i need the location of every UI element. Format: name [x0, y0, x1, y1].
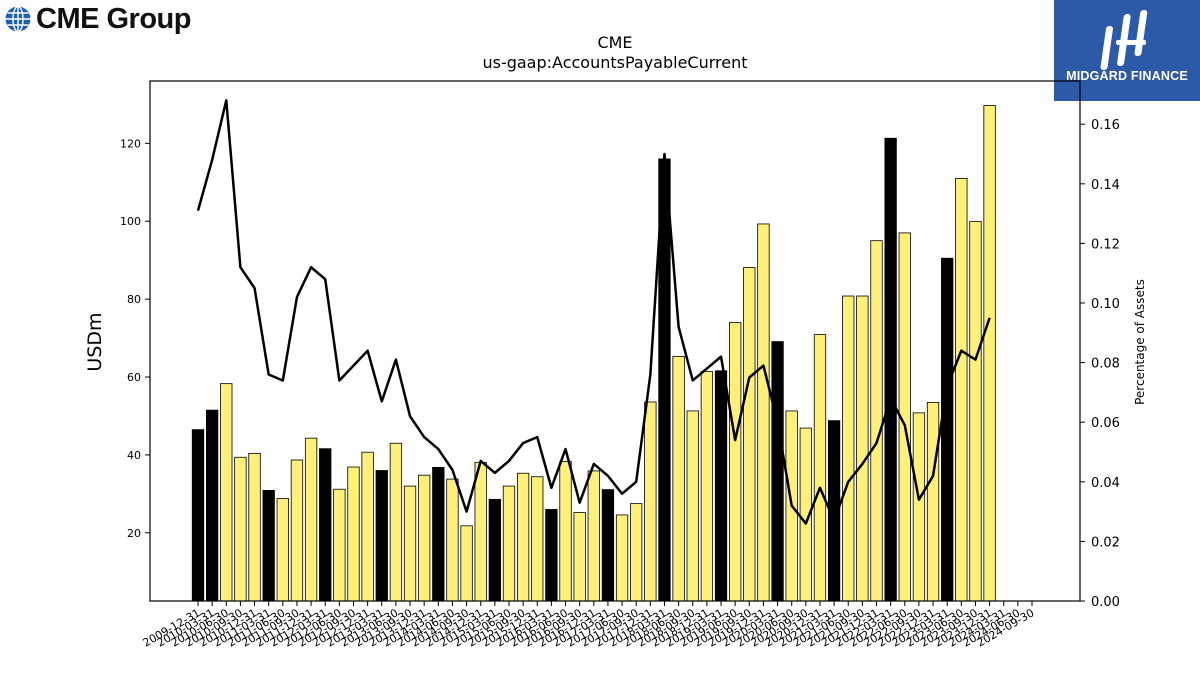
bar	[941, 257, 954, 602]
y2-axis-label: Percentage of Assets	[1133, 279, 1147, 405]
bar	[531, 476, 544, 602]
bar	[446, 478, 459, 602]
bar	[672, 355, 685, 602]
y-tick-label: 40	[127, 449, 141, 462]
bar	[347, 466, 360, 602]
bar	[955, 177, 968, 602]
bar	[912, 412, 926, 602]
bar	[714, 370, 728, 602]
bar	[559, 461, 572, 602]
y2-tick-label: 0.14	[1091, 178, 1120, 193]
bar	[926, 401, 940, 602]
y2-tick-label: 0.12	[1091, 237, 1120, 252]
bar	[644, 401, 657, 602]
bar	[601, 489, 615, 602]
bar	[220, 383, 233, 602]
bar	[418, 474, 431, 602]
globe-icon	[5, 5, 31, 33]
bar	[205, 409, 219, 602]
bar	[460, 525, 473, 602]
bar	[319, 448, 332, 602]
bar	[700, 371, 714, 602]
bar	[771, 341, 784, 602]
bar	[474, 461, 487, 602]
bar	[290, 459, 304, 602]
line-series	[196, 99, 991, 525]
midgard-finance-logo-text: MIDGARD FINANCE	[1066, 69, 1188, 83]
bar	[333, 488, 346, 602]
bar	[969, 221, 982, 602]
bar	[545, 509, 558, 602]
bar	[573, 512, 586, 602]
y-tick-label: 20	[127, 527, 141, 540]
bar	[686, 410, 699, 602]
y2-tick-label: 0.00	[1091, 595, 1120, 610]
cme-group-logo-text: CME Group	[36, 2, 192, 35]
bar	[432, 466, 445, 602]
midgard-emblem-icon	[1100, 10, 1148, 70]
y-tick-label: 100	[120, 215, 141, 228]
bar	[375, 470, 388, 602]
bar	[842, 295, 855, 602]
bar	[389, 442, 403, 602]
line-percentage-of-assets	[196, 99, 991, 525]
cme-group-logo: CME Group	[4, 2, 192, 36]
bar	[729, 322, 742, 602]
bar	[502, 485, 516, 602]
y2-tick-label: 0.08	[1091, 357, 1120, 372]
midgard-finance-logo: MIDGARD FINANCE	[1054, 0, 1200, 101]
bar	[630, 503, 643, 602]
chart-title: CME	[597, 33, 633, 52]
bar	[234, 456, 247, 602]
plot-frame	[149, 80, 1081, 602]
bar	[403, 485, 417, 602]
bar	[248, 452, 261, 602]
bar	[615, 514, 629, 602]
y-tick-label: 80	[127, 293, 141, 306]
bar-series	[191, 105, 996, 602]
bar	[983, 105, 996, 602]
bar	[516, 472, 530, 602]
y2-tick-label: 0.04	[1091, 476, 1120, 491]
y2-tick-label: 0.10	[1091, 297, 1120, 312]
bar	[757, 223, 770, 602]
bar	[856, 295, 869, 602]
bar	[276, 498, 289, 602]
y-tick-label: 120	[120, 137, 141, 150]
bar	[304, 437, 318, 602]
bar	[361, 451, 374, 602]
bar	[884, 137, 897, 602]
bar	[870, 240, 883, 602]
bar	[488, 498, 502, 602]
y-axis-label: USDm	[84, 312, 106, 371]
bar	[587, 470, 600, 602]
chart-subtitle: us-gaap:AccountsPayableCurrent	[482, 53, 748, 72]
y2-tick-label: 0.16	[1091, 118, 1120, 133]
bar	[813, 334, 827, 602]
bar	[262, 489, 275, 602]
y-tick-label: 60	[127, 371, 141, 384]
y2-tick-label: 0.06	[1091, 416, 1120, 431]
y2-tick-label: 0.02	[1091, 535, 1120, 550]
bar	[191, 429, 205, 602]
bar	[743, 267, 756, 602]
